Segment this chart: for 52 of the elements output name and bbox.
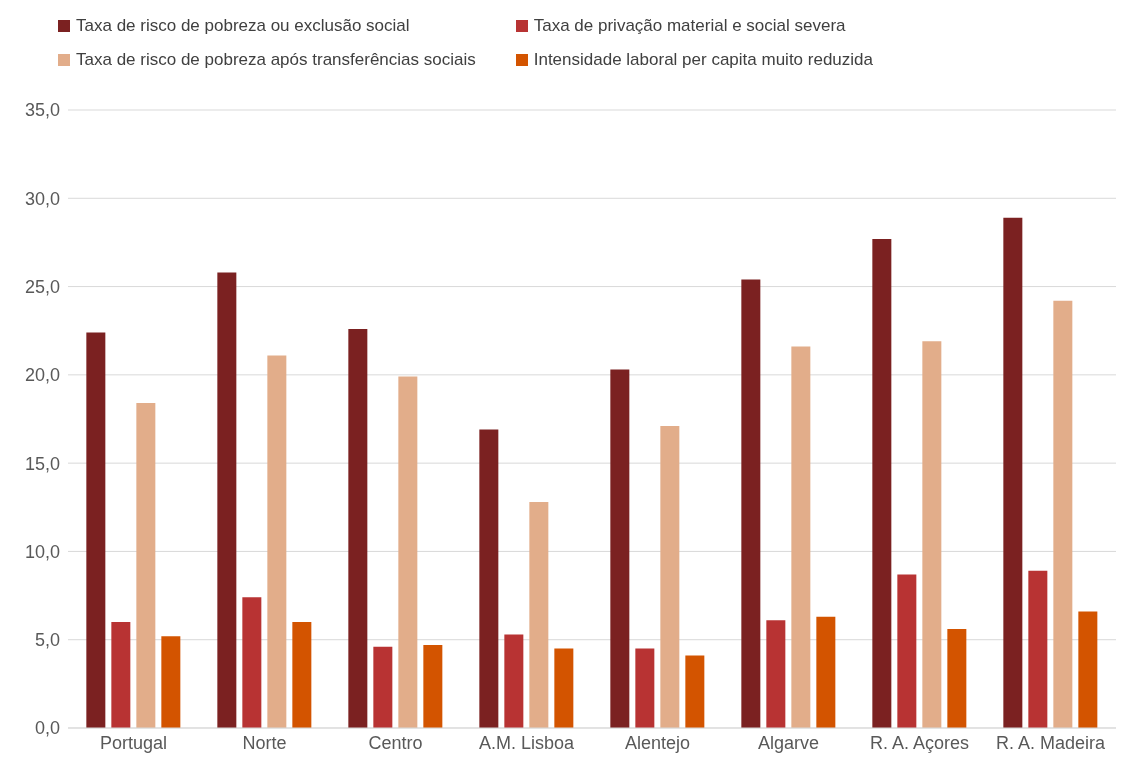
y-tick-label: 30,0 (24, 188, 60, 209)
bar (348, 328, 368, 728)
bar (766, 620, 786, 728)
x-tick-label: Portugal (99, 732, 168, 753)
bar (635, 648, 655, 728)
y-tick-label: 10,0 (24, 541, 60, 562)
bar (423, 645, 443, 728)
bar (111, 622, 131, 728)
bar (1078, 611, 1098, 728)
y-tick-label: 25,0 (24, 276, 60, 297)
bar (504, 634, 524, 728)
bar (816, 616, 836, 728)
x-tick-label: Algarve (757, 732, 820, 753)
bar (242, 597, 262, 728)
bar (685, 655, 705, 728)
bar (217, 272, 237, 728)
bar (660, 426, 680, 728)
y-tick-label: 35,0 (24, 100, 60, 121)
legend-label: Intensidade laboral per capita muito reduzida (533, 50, 873, 70)
bar (872, 238, 892, 728)
bar (86, 332, 106, 728)
y-tick-label: 20,0 (24, 365, 60, 386)
legend-label: Taxa de privação material e social severa (533, 16, 846, 36)
bar (479, 429, 499, 728)
legend-label: Taxa de risco de pobreza ou exclusão social (76, 16, 410, 36)
bar (1028, 570, 1048, 728)
bar (161, 636, 181, 728)
bar (136, 403, 156, 728)
bar (529, 501, 549, 728)
bar (554, 648, 574, 728)
bar (292, 622, 312, 728)
y-tick-label: 15,0 (24, 453, 60, 474)
legend-label: Taxa de risco de pobreza após transferências sociais (76, 50, 476, 70)
bar (1003, 217, 1023, 728)
y-tick-label: 5,0 (34, 630, 60, 651)
bar (947, 629, 967, 728)
x-tick-label: A.M. Lisboa (478, 732, 576, 753)
bar (267, 355, 287, 728)
bar (897, 574, 917, 728)
x-tick-label: Norte (242, 732, 287, 753)
bar (1053, 300, 1073, 728)
bar (791, 346, 811, 728)
bar (373, 646, 393, 728)
bar (610, 369, 630, 728)
bar (398, 376, 418, 728)
y-tick-label: 0,0 (34, 718, 60, 739)
bar (922, 341, 942, 728)
x-tick-label: R. A. Madeira (995, 732, 1107, 753)
bar (741, 279, 761, 728)
x-tick-label: Alentejo (624, 732, 691, 753)
x-tick-label: Centro (368, 732, 423, 753)
x-tick-label: R. A. Açores (869, 732, 970, 753)
